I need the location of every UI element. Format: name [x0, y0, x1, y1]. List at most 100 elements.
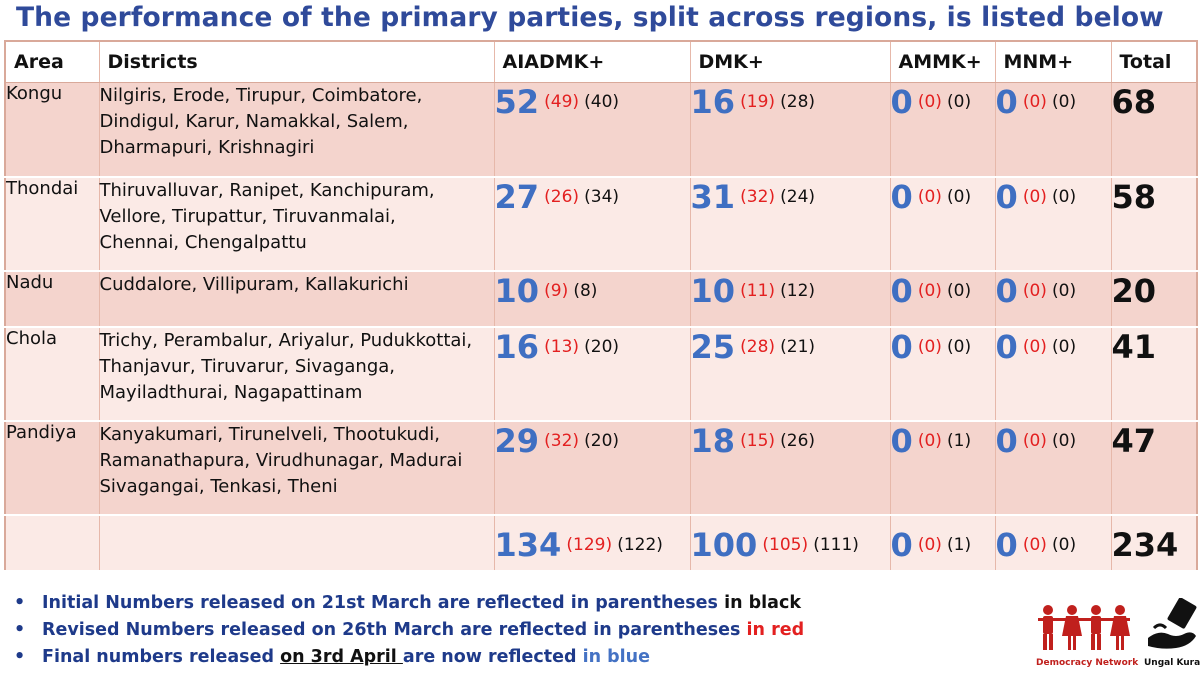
revised-count: (0): [917, 186, 942, 207]
revised-count: (105): [762, 534, 809, 555]
party-seats-cell: 16 (19) (28): [690, 82, 891, 178]
district-line: Ramanathapura, Virudhunagar, Madurai: [99, 449, 463, 471]
party-seats-cell: 0 (0) (1): [890, 514, 996, 572]
final-count: 0: [890, 177, 913, 216]
party-seats-cell: 0 (0) (1): [890, 420, 996, 516]
revised-count: (0): [1022, 280, 1047, 301]
revised-count: (32): [544, 430, 580, 451]
final-count: 0: [890, 421, 913, 460]
final-count: 0: [890, 271, 913, 310]
note-text: Initial Numbers released on 21st March a…: [42, 593, 718, 613]
final-count: 31: [690, 177, 736, 216]
ungal-kural-label: Ungal Kural: [1144, 658, 1200, 668]
header-row: Area Districts AIADMK+ DMK+ AMMK+ MNM+ T…: [5, 41, 1198, 83]
initial-count: (20): [584, 336, 620, 357]
header-districts: Districts: [99, 41, 495, 83]
initial-count: (0): [947, 280, 972, 301]
district-line: Nilgiris, Erode, Tirupur, Coimbatore,: [99, 85, 423, 106]
header-mnm: MNM+: [995, 41, 1112, 83]
initial-count: (12): [780, 280, 816, 301]
final-count: 0: [995, 83, 1018, 121]
districts-cell: Kanyakumari, Tirunelveli, Thootukudi, Ram…: [99, 420, 495, 516]
total-count: 68: [1111, 83, 1157, 121]
note-color-red: in red: [740, 620, 805, 640]
party-seats-cell: 27 (26) (34): [494, 176, 691, 272]
header-aiadmk: AIADMK+: [494, 41, 691, 83]
initial-count: (21): [780, 336, 816, 357]
area-cell-empty: [5, 514, 100, 572]
note-final: • Final numbers released on 3rd April are…: [14, 644, 1014, 671]
note-initial: • Initial Numbers released on 21st March …: [14, 590, 1014, 617]
page-title: The performance of the primary parties, …: [16, 2, 1164, 33]
district-line: Chennai, Chengalpattu: [99, 231, 307, 253]
total-cell: 41: [1111, 326, 1198, 422]
note-text: Final numbers released: [42, 647, 281, 667]
party-seats-cell: 0 (0) (0): [995, 176, 1112, 272]
legend-notes: • Initial Numbers released on 21st March …: [14, 590, 1014, 671]
revised-count: (9): [544, 280, 569, 301]
final-count: 29: [494, 421, 540, 460]
revised-count: (129): [566, 534, 613, 555]
area-cell: Nadu: [5, 270, 100, 328]
party-seats-cell: 0 (0) (0): [995, 82, 1112, 178]
district-line: Cuddalore, Villipuram, Kallakurichi: [99, 273, 409, 295]
region-row: Pandiya Kanyakumari, Tirunelveli, Thootuk…: [5, 420, 1198, 516]
bullet-icon: •: [14, 593, 26, 613]
initial-count: (0): [1052, 534, 1077, 555]
grand-total-count: 234: [1111, 525, 1179, 564]
header-ammk: AMMK+: [890, 41, 996, 83]
revised-count: (13): [544, 336, 580, 357]
revised-count: (0): [917, 534, 942, 555]
total-count: 58: [1111, 177, 1157, 216]
final-count: 0: [995, 327, 1018, 366]
note-text: Revised Numbers released on 26th March a…: [42, 620, 741, 640]
bullet-icon: •: [14, 647, 26, 667]
districts-cell-empty: [99, 514, 495, 572]
party-seats-cell: 18 (15) (26): [690, 420, 891, 516]
revised-count: (32): [740, 186, 776, 207]
party-seats-cell: 0 (0) (0): [995, 514, 1112, 572]
revised-count: (0): [917, 280, 942, 301]
initial-count: (0): [947, 92, 972, 112]
final-count: 25: [690, 327, 736, 366]
revised-count: (11): [740, 280, 776, 301]
party-seats-cell: 52 (49) (40): [494, 82, 691, 178]
final-count: 16: [690, 83, 736, 121]
party-seats-cell: 16 (13) (20): [494, 326, 691, 422]
revised-count: (0): [1022, 430, 1047, 451]
final-count: 0: [995, 525, 1018, 564]
district-line: Sivagangai, Tenkasi, Theni: [99, 475, 338, 497]
revised-count: (0): [917, 92, 942, 112]
region-row: Kongu Nilgiris, Erode, Tirupur, Coimbator…: [5, 82, 1198, 178]
final-count: 0: [890, 83, 913, 121]
revised-count: (0): [1022, 92, 1047, 112]
initial-count: (34): [584, 186, 620, 207]
final-count: 0: [995, 177, 1018, 216]
revised-count: (0): [1022, 186, 1047, 207]
revised-count: (28): [740, 336, 776, 357]
party-seats-cell: 0 (0) (0): [890, 176, 996, 272]
districts-cell: Thiruvalluvar, Ranipet, Kanchipuram, Vell…: [99, 176, 495, 272]
revised-count: (0): [1022, 336, 1047, 357]
region-row: Thondai Thiruvalluvar, Ranipet, Kanchipur…: [5, 176, 1198, 272]
total-count: 20: [1111, 271, 1157, 310]
district-line: Trichy, Perambalur, Ariyalur, Pudukkotta…: [99, 329, 473, 351]
democracy-network-label: Democracy Network: [1036, 658, 1139, 668]
district-line: Thiruvalluvar, Ranipet, Kanchipuram,: [99, 179, 435, 201]
districts-cell: Trichy, Perambalur, Ariyalur, Pudukkotta…: [99, 326, 495, 422]
party-seats-cell: 0 (0) (0): [995, 420, 1112, 516]
final-count: 134: [494, 525, 562, 564]
area-cell: Pandiya: [5, 420, 100, 516]
area-cell: Kongu: [5, 82, 100, 178]
header-dmk: DMK+: [690, 41, 891, 83]
hand-vote-icon: [1148, 597, 1197, 649]
party-seats-cell: 100 (105) (111): [690, 514, 891, 572]
districts-cell: Nilgiris, Erode, Tirupur, Coimbatore, Din…: [99, 82, 495, 178]
ungal-kural-logo: Ungal Kural: [1144, 597, 1200, 670]
initial-count: (24): [780, 186, 816, 207]
initial-count: (0): [1052, 280, 1077, 301]
total-count: 47: [1111, 421, 1157, 460]
area-cell: Thondai: [5, 176, 100, 272]
note-date-underlined: on 3rd April: [280, 647, 403, 667]
total-cell: 20: [1111, 270, 1198, 328]
